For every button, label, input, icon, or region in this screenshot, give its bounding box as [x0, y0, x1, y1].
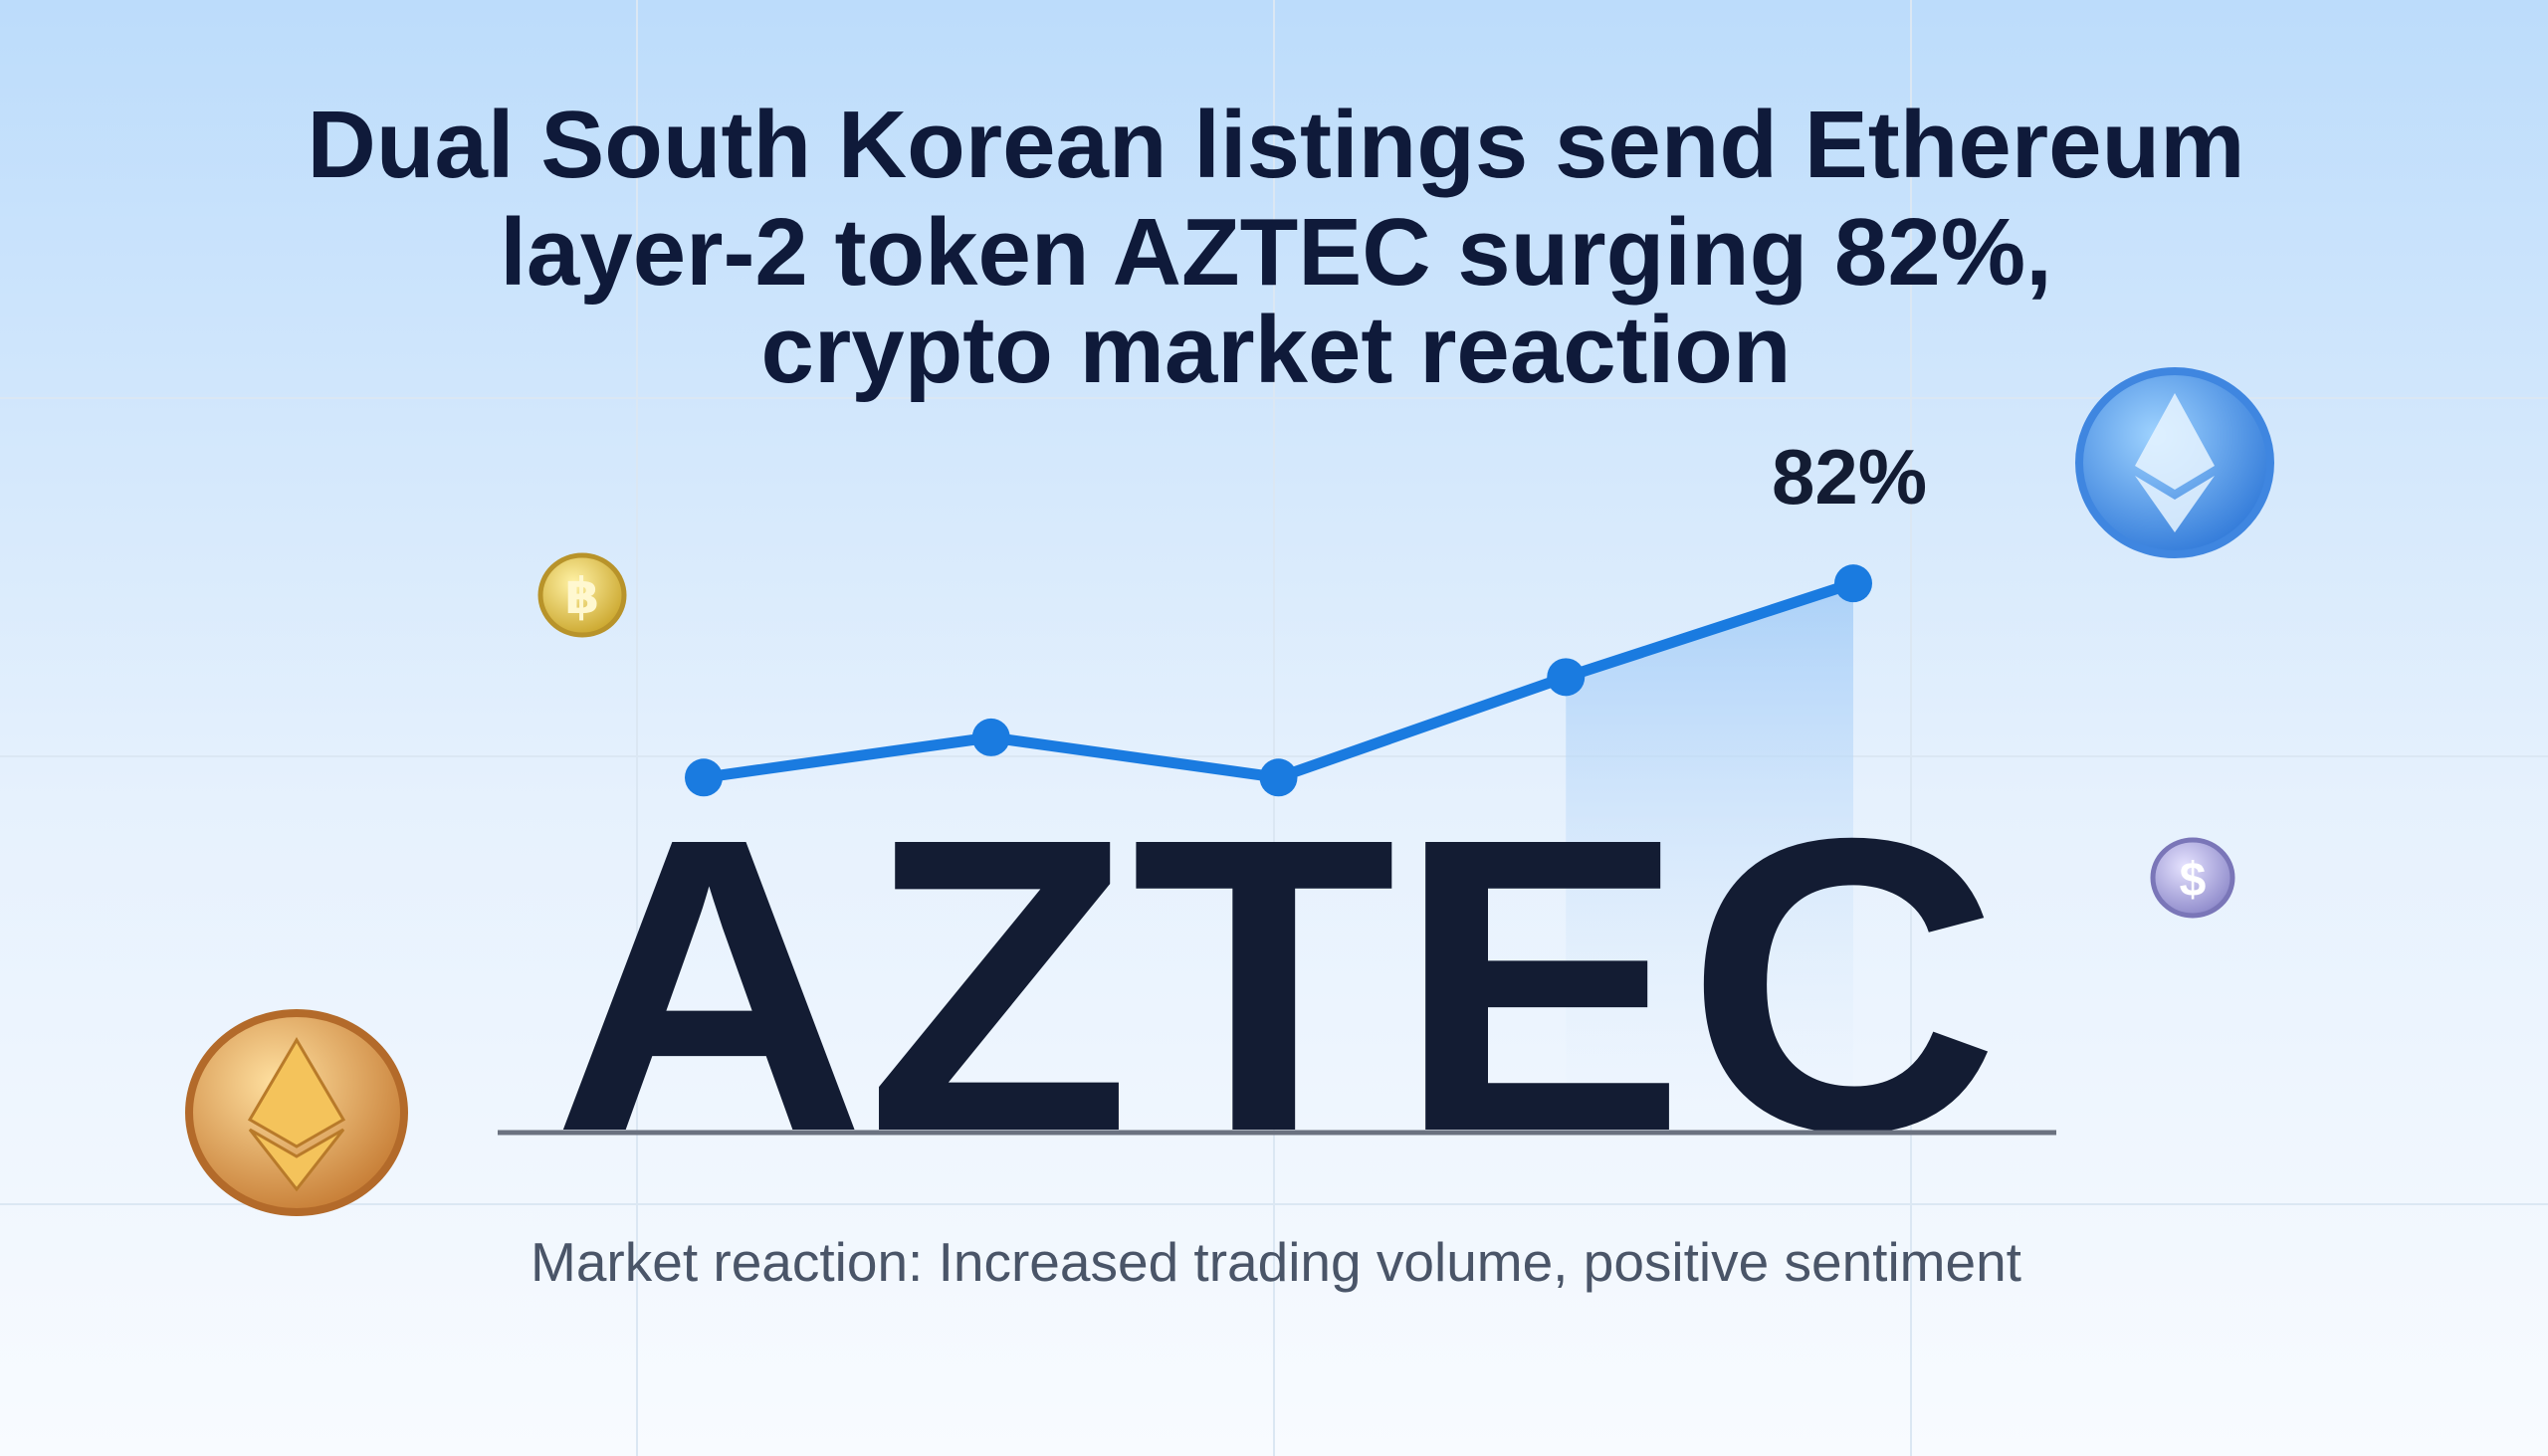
sparkline-label: 82% — [1772, 433, 1927, 520]
sparkline: 82% — [685, 433, 1927, 1133]
sparkline-point — [685, 758, 723, 797]
sparkline-point — [1259, 758, 1298, 797]
headline-line: layer-2 token AZTEC surging 82%, — [500, 199, 2051, 306]
headline: Dual South Korean listings send Ethereum… — [308, 92, 2245, 403]
sparkline-point — [971, 718, 1010, 756]
svg-text:฿: ฿ — [565, 568, 600, 624]
headline-line: crypto market reaction — [760, 297, 1791, 403]
svg-text:$: $ — [2180, 854, 2207, 907]
caption: Market reaction: Increased trading volum… — [531, 1231, 2021, 1293]
ticker: AZTEC — [552, 752, 2000, 1219]
sparkline-point — [1547, 658, 1586, 697]
headline-line: Dual South Korean listings send Ethereum — [308, 92, 2245, 198]
sparkline-area — [1566, 583, 1853, 1133]
coin-icons: ฿ $ — [185, 367, 2274, 1216]
sparkline-point — [1834, 564, 1872, 603]
